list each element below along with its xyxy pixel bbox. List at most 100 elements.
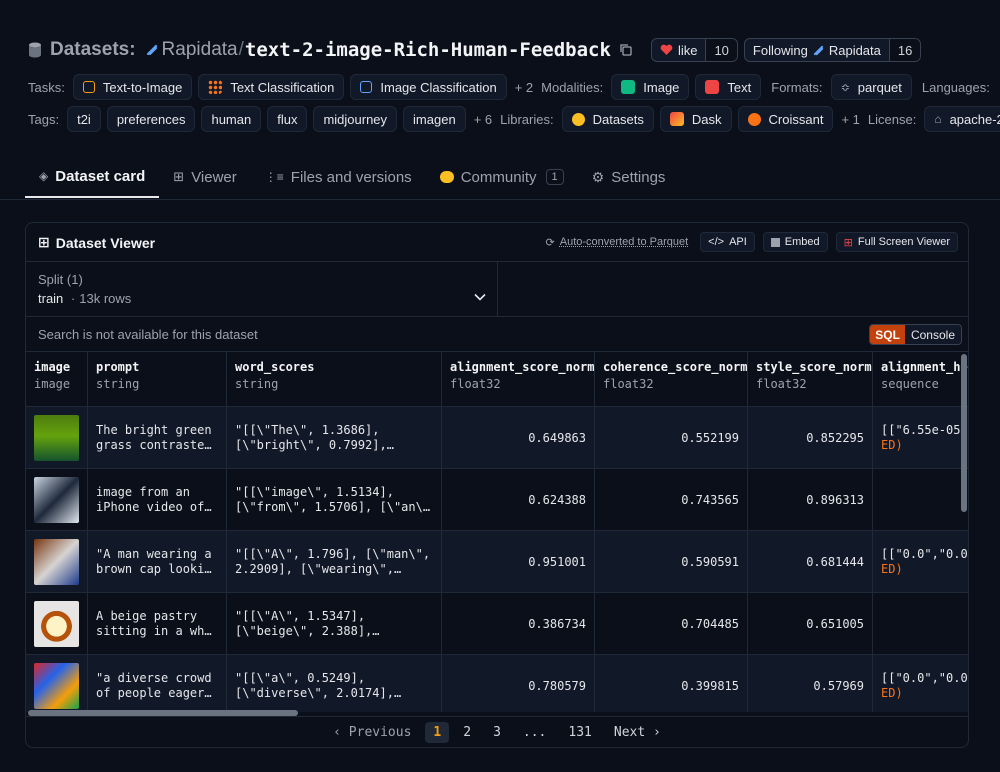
tag-t2i[interactable]: t2i (67, 106, 101, 132)
prompt-cell[interactable]: image from an iPhone video of a… (88, 469, 227, 531)
alignment-score-cell[interactable]: 0.624388 (442, 469, 595, 531)
embed-label: Embed (784, 236, 820, 248)
word-scores-cell[interactable]: "[[\"A\", 1.5347], [\"beige\", 2.388],… (227, 593, 442, 655)
word-scores-cell[interactable]: "[[\"The\", 1.3686], [\"bright\", 0.7992]… (227, 407, 442, 469)
modality-tag-image[interactable]: Image (611, 74, 690, 100)
coherence-score-cell[interactable]: 0.743565 (595, 469, 748, 531)
image-thumbnail[interactable] (34, 663, 79, 709)
full-screen-viewer-button[interactable]: ⊞ Full Screen Viewer (835, 232, 958, 252)
coherence-score-cell[interactable]: 0.399815 (595, 655, 748, 712)
horizontal-scrollbar[interactable] (26, 710, 968, 716)
table-row[interactable]: "A man wearing a brown cap looking… "[[\"… (26, 531, 968, 593)
api-button[interactable]: </> API (700, 232, 755, 252)
library-tag-dask[interactable]: Dask (659, 106, 732, 132)
tag-midjourney[interactable]: midjourney (313, 106, 398, 132)
table-row[interactable]: "a diverse crowd of people eagerly… "[[\"… (26, 655, 968, 712)
auto-converted-link[interactable]: ⟳ Auto-converted to Parquet (546, 236, 689, 249)
repo-name[interactable]: text-2-image-Rich-Human-Feedback (244, 39, 611, 61)
tasks-more[interactable]: + 2 (514, 79, 534, 95)
image-cell[interactable] (26, 469, 88, 531)
page-3-button[interactable]: 3 (493, 724, 501, 740)
datasets-label[interactable]: Datasets: (50, 39, 136, 60)
tag-preferences[interactable]: preferences (106, 106, 196, 132)
image-thumbnail[interactable] (34, 601, 79, 647)
alignment-heatmap-cell[interactable]: [["0.0","0.0 ED) (873, 655, 968, 712)
style-score-cell[interactable]: 0.896313 (748, 469, 873, 531)
vertical-scrollbar[interactable] (961, 352, 967, 712)
image-cell[interactable] (26, 531, 88, 593)
split-selector[interactable]: Split (1) train · 13k rows (26, 262, 498, 317)
coherence-score-cell[interactable]: 0.704485 (595, 593, 748, 655)
prompt-cell[interactable]: A beige pastry sitting in a whit… (88, 593, 227, 655)
style-score-cell[interactable]: 0.57969 (748, 655, 873, 712)
prompt-cell[interactable]: "A man wearing a brown cap looking… (88, 531, 227, 593)
table-row[interactable]: A beige pastry sitting in a whit… "[[\"A\… (26, 593, 968, 655)
alignment-score-cell[interactable]: 0.386734 (442, 593, 595, 655)
page-131-button[interactable]: 131 (568, 724, 592, 740)
modality-tag-text[interactable]: Text (695, 74, 762, 100)
column-header[interactable]: alignment_score_norm float32 (442, 352, 595, 407)
alignment-score-cell[interactable]: 0.649863 (442, 407, 595, 469)
image-thumbnail[interactable] (34, 477, 79, 523)
column-header[interactable]: alignment_he sequence (873, 352, 968, 407)
tab-dataset-card[interactable]: ◈ Dataset card (25, 156, 160, 198)
org-link[interactable]: Rapidata (161, 39, 238, 60)
column-header[interactable]: coherence_score_norm float32 (595, 352, 748, 407)
coherence-score-cell[interactable]: 0.552199 (595, 407, 748, 469)
sql-console-button[interactable]: SQL Console (869, 324, 962, 345)
chevron-down-icon[interactable] (473, 290, 487, 304)
vertical-scrollbar-thumb[interactable] (961, 354, 967, 512)
tab-viewer[interactable]: ⊞ Viewer (159, 156, 251, 198)
image-thumbnail[interactable] (34, 539, 79, 585)
like-button[interactable]: like 10 (650, 38, 738, 62)
tag-human[interactable]: human (201, 106, 262, 132)
tab-settings[interactable]: ⚙ Settings (578, 156, 680, 198)
task-tag-text-classification[interactable]: Text Classification (198, 74, 345, 100)
word-scores-cell[interactable]: "[[\"a\", 0.5249], [\"diverse\", 2.0174],… (227, 655, 442, 712)
page-2-button[interactable]: 2 (463, 724, 472, 740)
alignment-heatmap-cell[interactable] (873, 469, 968, 531)
table-row[interactable]: image from an iPhone video of a… "[[\"ima… (26, 469, 968, 531)
column-header[interactable]: image image (26, 352, 88, 407)
alignment-score-cell[interactable]: 0.951001 (442, 531, 595, 593)
alignment-heatmap-cell[interactable]: [["6.55e-05" ED) (873, 407, 968, 469)
image-cell[interactable] (26, 655, 88, 712)
table-row[interactable]: The bright green grass contrasted… "[[\"T… (26, 407, 968, 469)
format-tag-parquet[interactable]: ≎ parquet (830, 74, 912, 100)
style-score-cell[interactable]: 0.651005 (748, 593, 873, 655)
style-score-cell[interactable]: 0.681444 (748, 531, 873, 593)
image-thumbnail[interactable] (34, 415, 79, 461)
style-score-cell[interactable]: 0.852295 (748, 407, 873, 469)
tag-imagen[interactable]: imagen (403, 106, 466, 132)
image-cell[interactable] (26, 593, 88, 655)
column-header[interactable]: word_scores string (227, 352, 442, 407)
alignment-heatmap-cell[interactable]: [["0.0","0.0 ED) (873, 531, 968, 593)
previous-page-button[interactable]: ‹ Previous (333, 724, 412, 740)
library-tag-croissant[interactable]: Croissant (737, 106, 834, 132)
alignment-score-cell[interactable]: 0.780579 (442, 655, 595, 712)
page-1-button[interactable]: 1 (425, 721, 450, 743)
prompt-cell[interactable]: "a diverse crowd of people eagerly… (88, 655, 227, 712)
prompt-cell[interactable]: The bright green grass contrasted… (88, 407, 227, 469)
tab-files-and-versions[interactable]: ⋮≡ Files and versions (251, 156, 426, 198)
copy-icon[interactable] (619, 43, 633, 57)
alignment-heatmap-cell[interactable] (873, 593, 968, 655)
libraries-more[interactable]: + 1 (841, 111, 860, 127)
task-tag-image-classification[interactable]: Image Classification (350, 74, 507, 100)
column-header[interactable]: prompt string (88, 352, 227, 407)
horizontal-scrollbar-thumb[interactable] (28, 710, 298, 716)
task-tag-text-to-image[interactable]: Text-to-Image (72, 74, 193, 100)
library-tag-datasets[interactable]: Datasets (561, 106, 654, 132)
tab-community[interactable]: Community 1 (426, 156, 578, 198)
tags-more[interactable]: + 6 (473, 111, 493, 127)
image-cell[interactable] (26, 407, 88, 469)
next-page-button[interactable]: Next › (613, 724, 661, 740)
coherence-score-cell[interactable]: 0.590591 (595, 531, 748, 593)
word-scores-cell[interactable]: "[[\"image\", 1.5134], [\"from\", 1.5706]… (227, 469, 442, 531)
word-scores-cell[interactable]: "[[\"A\", 1.796], [\"man\", 2.2909], [\"w… (227, 531, 442, 593)
license-tag[interactable]: ⌂ apache-2.0 (924, 106, 1000, 132)
column-header[interactable]: style_score_norm float32 (748, 352, 873, 407)
embed-button[interactable]: Embed (762, 232, 828, 252)
tag-flux[interactable]: flux (267, 106, 308, 132)
following-button[interactable]: Following Rapidata 16 (743, 38, 922, 62)
